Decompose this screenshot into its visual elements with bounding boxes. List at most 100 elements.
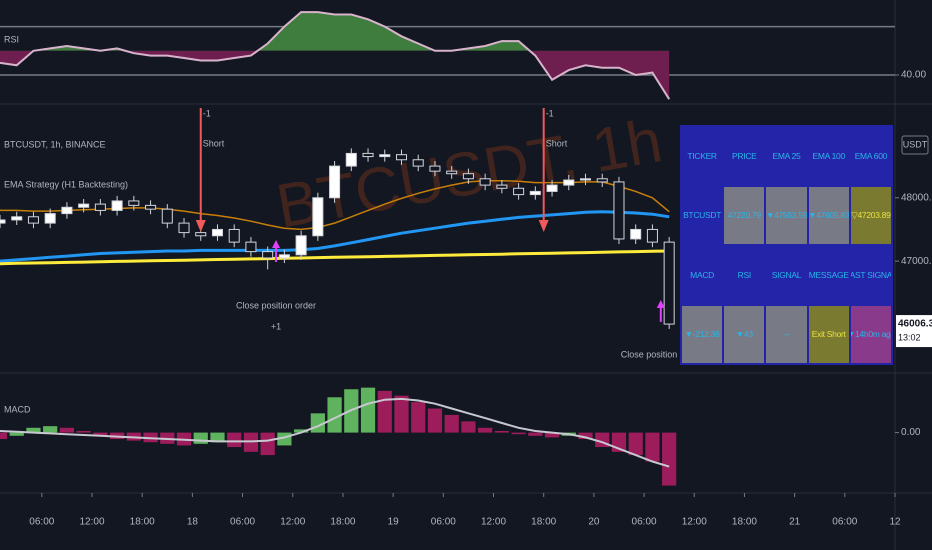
- macd-bar: [327, 397, 342, 433]
- macd-bar: [544, 432, 560, 438]
- x-tick-label: 18:00: [531, 517, 556, 528]
- table-cell: RSI: [724, 246, 765, 304]
- candle-body: [462, 173, 474, 180]
- table-cell: --: [766, 305, 807, 363]
- candle-body: [178, 222, 190, 234]
- x-tick-label: 12:00: [79, 517, 104, 528]
- macd-bar: [26, 427, 41, 433]
- x-tick-label: 18:00: [330, 517, 355, 528]
- x-tick-label: 12:00: [280, 517, 305, 528]
- macd-bar: [494, 430, 509, 433]
- signal-arrowhead: [195, 220, 206, 232]
- candle-body: [11, 216, 23, 221]
- x-tick-label: 12:00: [682, 517, 707, 528]
- last-price: 46006.37: [898, 319, 932, 330]
- table-cell: SIGNAL: [766, 246, 807, 304]
- currency-box: [901, 135, 929, 155]
- annotation-sub: -1: [546, 108, 554, 118]
- rsi-fill-below: [0, 50, 670, 100]
- table-cell: ▼14h0m ago: [850, 305, 891, 363]
- candle-body: [563, 179, 575, 186]
- macd-bar: [76, 430, 91, 433]
- macd-bar: [59, 427, 75, 433]
- macd-bar: [662, 432, 677, 486]
- table-cell: ▼47563.59: [766, 186, 807, 244]
- candle-body: [278, 254, 290, 259]
- close-arrowhead: [272, 240, 281, 248]
- table-cell: MESSAGE: [808, 246, 849, 304]
- panel-title: RSI: [4, 34, 19, 44]
- macd-bar: [411, 402, 426, 433]
- panel: [0, 11, 895, 100]
- candle-body: [195, 232, 207, 237]
- panel: [0, 148, 675, 329]
- x-tick-label: 18:00: [732, 517, 757, 528]
- candle-body: [496, 184, 508, 189]
- close-arrowhead: [656, 300, 665, 308]
- table-cell: MACD: [682, 246, 723, 304]
- candle-body: [44, 213, 56, 224]
- candle-body: [345, 152, 357, 167]
- table-cell: EMA 25: [766, 127, 807, 185]
- annotation-label: Short: [203, 138, 225, 148]
- candle-body: [529, 190, 541, 196]
- x-tick-label: 06:00: [832, 517, 857, 528]
- macd-bar: [461, 421, 476, 433]
- table-cell: EMA 100: [808, 127, 849, 185]
- table-cell: ▼-212.36: [682, 305, 723, 363]
- x-tick-label: 12: [889, 517, 901, 528]
- panel-title: MACD: [4, 404, 31, 414]
- x-tick-label: 06:00: [632, 517, 657, 528]
- y-tick-label: 0.00: [901, 427, 921, 438]
- candle-body: [245, 241, 257, 253]
- x-tick-label: 06:00: [431, 517, 456, 528]
- macd-bar: [227, 432, 242, 448]
- x-tick-label: 06:00: [230, 517, 255, 528]
- candle-body: [362, 152, 374, 158]
- candle-body: [111, 200, 123, 211]
- candle-body: [429, 165, 441, 172]
- rsi-line: [0, 11, 671, 100]
- candle-body: [0, 219, 6, 224]
- table-cell: ▼43: [724, 305, 765, 363]
- currency: USDT: [903, 139, 928, 149]
- candle-body: [211, 228, 223, 237]
- macd-bar: [193, 432, 208, 444]
- annotation-sub: +1: [271, 321, 281, 331]
- candle-body: [379, 154, 391, 158]
- y-tick-label: 47000.00: [901, 256, 932, 267]
- signal-table: TICKER PRICE EMA 25 EMA 100 EMA 600 BTCUSDT 47…: [680, 125, 893, 365]
- ema-line: [0, 179, 670, 231]
- annotation-label: Short: [546, 138, 568, 148]
- candle-body: [546, 184, 558, 192]
- macd-bar: [528, 432, 543, 436]
- signal-arrowhead: [538, 220, 549, 232]
- candle-body: [579, 178, 592, 181]
- annotation-sub: -1: [203, 108, 211, 118]
- table-cell: ▼47605.83: [808, 186, 849, 244]
- rsi-fill-above: [33, 12, 530, 51]
- candle-body: [78, 203, 90, 208]
- macd-bar: [360, 387, 376, 433]
- candle-body: [128, 200, 140, 206]
- table-cell: EMA 600: [850, 127, 891, 185]
- x-tick-label: 12:00: [481, 517, 506, 528]
- ema-line: [0, 210, 670, 263]
- legend-line: BTCUSDT, 1h, BINANCE: [4, 139, 106, 149]
- candle-body: [596, 178, 608, 183]
- table-cell: ▽47203.89: [850, 186, 891, 244]
- table-cell: Exit Short: [808, 305, 849, 363]
- candle-body: [61, 206, 73, 215]
- macd-bar: [260, 432, 275, 456]
- macd-bar: [93, 432, 108, 436]
- macd-bar: [294, 429, 309, 433]
- countdown: 13:02: [898, 332, 921, 342]
- x-tick-label: 06:00: [29, 517, 54, 528]
- macd-bar: [444, 414, 459, 433]
- macd-bar: [628, 432, 643, 456]
- candle-body: [295, 235, 307, 256]
- table-cell: 47220.79: [724, 186, 765, 244]
- macd-bar: [0, 432, 8, 440]
